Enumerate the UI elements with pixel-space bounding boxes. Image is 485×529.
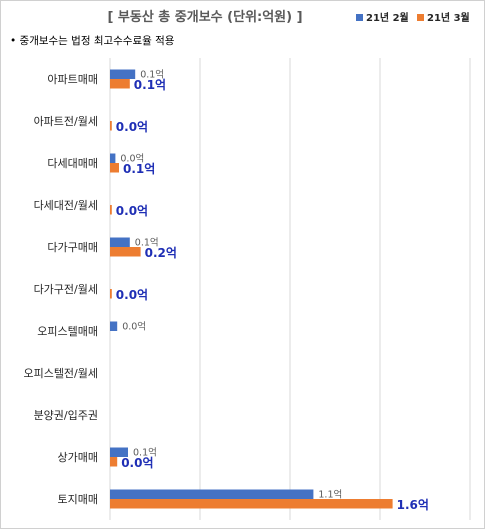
bar-s2 [110, 457, 118, 467]
data-label-s1: 0.0억 [122, 321, 146, 333]
category-label: 다가구전/월세 [34, 283, 98, 296]
bar-s1 [110, 489, 314, 499]
legend-label-s1: 21년 2월 [366, 11, 409, 24]
data-label-s2: 0.0억 [121, 456, 153, 470]
data-label-s2: 0.0억 [116, 120, 148, 134]
category-label: 분양권/입주권 [34, 409, 98, 422]
chart-title: [ 부동산 총 중개보수 (단위:억원) ] [107, 9, 302, 25]
bars [110, 69, 393, 509]
data-label-s2: 0.1억 [123, 162, 155, 176]
category-label: 토지매매 [58, 493, 98, 506]
category-label: 오피스텔전/월세 [23, 367, 98, 380]
bar-s2 [110, 163, 119, 173]
category-label: 아파트전/월세 [34, 115, 98, 128]
data-label-s2: 1.6억 [397, 498, 429, 512]
bar-s1 [110, 69, 136, 79]
category-label: 오피스텔매매 [37, 325, 98, 338]
data-label-s1: 1.1억 [318, 489, 342, 501]
bar-s1 [110, 153, 116, 163]
data-label-s1: 0.1억 [133, 447, 157, 459]
legend-swatch-s1 [356, 14, 363, 21]
category-label: 다세대전/월세 [34, 199, 98, 212]
data-label-s1: 0.1억 [135, 237, 159, 249]
legend-swatch-s2 [417, 14, 424, 21]
data-labels: 0.1억0.1억0.0억0.0억0.1억0.0억0.1억0.2억0.0억0.0억… [116, 69, 429, 513]
data-label-s1: 0.0억 [120, 153, 144, 165]
bar-s2 [110, 79, 130, 89]
data-label-s2: 0.0억 [116, 204, 148, 218]
category-label: 아파트매매 [47, 73, 98, 86]
data-label-s1: 0.1억 [140, 69, 164, 81]
bar-s1 [110, 321, 118, 331]
legend-label-s2: 21년 3월 [427, 11, 470, 24]
data-label-s2: 0.1억 [134, 78, 166, 92]
bar-s2 [110, 205, 112, 215]
bar-s2 [110, 247, 141, 257]
category-label: 상가매매 [58, 451, 98, 464]
category-labels: 아파트매매아파트전/월세다세대매매다세대전/월세다가구매매다가구전/월세오피스텔… [23, 73, 98, 506]
category-label: 다세대매매 [47, 157, 98, 170]
data-label-s2: 0.2억 [145, 246, 177, 260]
data-label-s2: 0.0억 [116, 288, 148, 302]
bar-s2 [110, 499, 393, 509]
bar-s2 [110, 289, 112, 299]
bar-s1 [110, 447, 128, 457]
chart-note: • 중개보수는 법정 최고수수료율 적용 [10, 35, 175, 47]
bar-s1 [110, 237, 130, 247]
category-label: 다가구매매 [47, 241, 98, 254]
gridlines [199, 58, 471, 520]
bar-s2 [110, 121, 112, 131]
legend: 21년 2월 21년 3월 [356, 11, 470, 24]
